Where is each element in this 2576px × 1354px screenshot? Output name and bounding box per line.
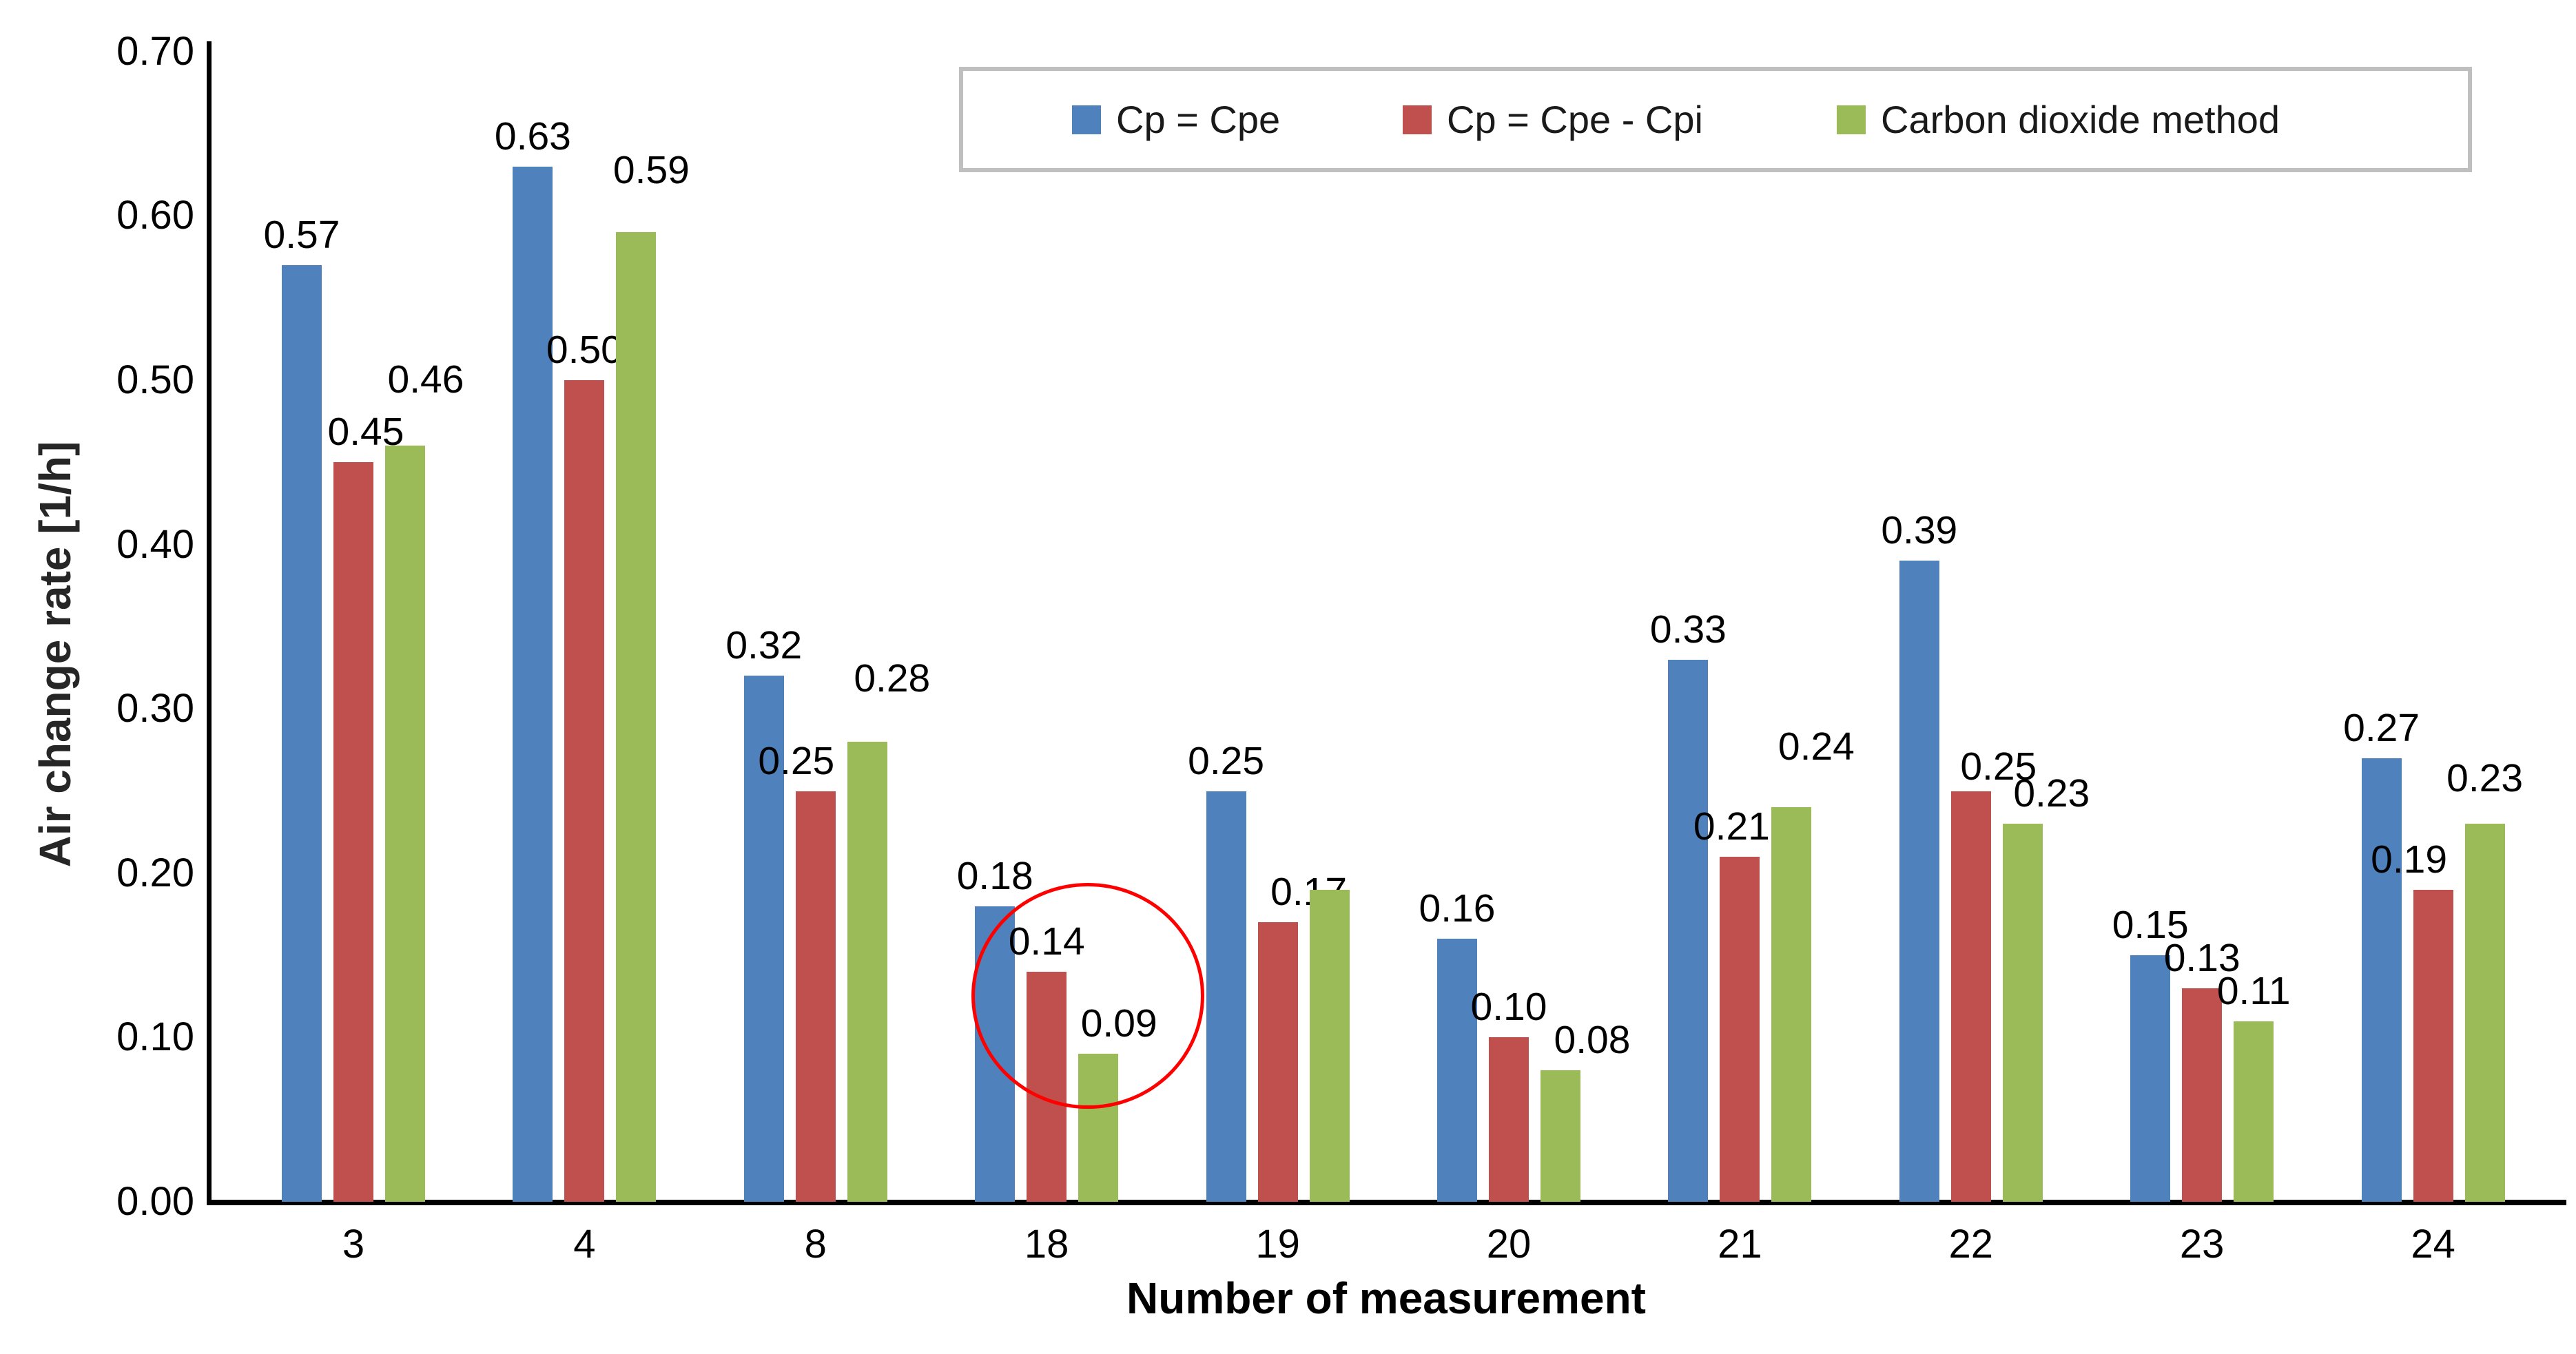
legend-label-co2-method: Carbon dioxide method — [1881, 97, 2280, 141]
bar-cp-cpe-cat-21 — [1668, 659, 1709, 1202]
bar-cp-cpe-cpi-cat-3 — [333, 462, 373, 1202]
bar-cp-cpe-cpi-cat-19 — [1257, 922, 1298, 1202]
y-axis-line — [207, 41, 212, 1205]
bar-label-cp-cpe-cat-18: 0.18 — [956, 853, 1033, 898]
bar-label-cp-cpe-cat-23: 0.15 — [2112, 903, 2189, 948]
x-category-label-20: 20 — [1486, 1222, 1532, 1267]
bar-label-cp-cpe-cat-4: 0.63 — [494, 114, 571, 158]
bar-co2-method-cat-22 — [2002, 824, 2043, 1202]
bar-cp-cpe-cat-3 — [282, 264, 322, 1202]
y-tick-label-0.30: 0.30 — [116, 686, 194, 731]
bar-co2-method-cat-19 — [1309, 889, 1350, 1202]
bar-label-cp-cpe-cpi-cat-20: 0.10 — [1470, 985, 1547, 1030]
y-tick-label-0.10: 0.10 — [116, 1014, 194, 1060]
bar-label-co2-method-cat-23: 0.11 — [2216, 968, 2291, 1013]
bar-label-cp-cpe-cat-22: 0.39 — [1881, 508, 1958, 553]
y-tick-label-0.00: 0.00 — [116, 1179, 194, 1224]
bar-label-cp-cpe-cat-3: 0.57 — [263, 212, 340, 257]
legend-label-cp-cpe-cpi: Cp = Cpe - Cpi — [1447, 97, 1703, 141]
bar-label-cp-cpe-cpi-cat-8: 0.25 — [758, 738, 835, 783]
bar-label-cp-cpe-cpi-cat-21: 0.21 — [1693, 804, 1770, 848]
bar-label-co2-method-cat-4: 0.59 — [612, 148, 690, 193]
legend-swatch-co2-method — [1837, 105, 1866, 134]
bar-label-cp-cpe-cat-20: 0.16 — [1419, 886, 1496, 931]
bar-co2-method-cat-8 — [847, 741, 887, 1202]
bar-label-co2-method-cat-22: 0.23 — [2013, 771, 2090, 816]
legend-entry-cp-cpe: Cp = Cpe — [1072, 71, 1280, 168]
bar-cp-cpe-cpi-cat-20 — [1489, 1037, 1529, 1202]
bar-cp-cpe-cat-4 — [513, 166, 553, 1202]
bar-label-co2-method-cat-21: 0.24 — [1778, 725, 1855, 769]
bar-cp-cpe-cpi-cat-4 — [564, 380, 605, 1202]
bar-label-cp-cpe-cpi-cat-4: 0.50 — [546, 328, 623, 372]
bar-label-cp-cpe-cat-8: 0.32 — [725, 623, 803, 668]
bar-cp-cpe-cat-19 — [1206, 791, 1246, 1202]
bar-co2-method-cat-20 — [1541, 1070, 1580, 1202]
y-tick-label-0.70: 0.70 — [116, 28, 194, 74]
x-category-label-23: 23 — [2179, 1222, 2225, 1267]
bar-label-co2-method-cat-20: 0.08 — [1554, 1018, 1631, 1063]
y-tick-label-0.50: 0.50 — [116, 357, 194, 402]
y-tick-label-0.60: 0.60 — [116, 193, 194, 238]
x-category-label-3: 3 — [342, 1222, 365, 1267]
x-category-label-19: 19 — [1255, 1222, 1300, 1267]
y-axis-title: Air change rate [1/h] — [30, 441, 80, 868]
bar-co2-method-cat-24 — [2464, 824, 2505, 1202]
bar-label-cp-cpe-cpi-cat-3: 0.45 — [327, 410, 404, 455]
bar-cp-cpe-cpi-cat-22 — [1950, 791, 1991, 1202]
y-tick-label-0.20: 0.20 — [116, 850, 194, 895]
bar-co2-method-cat-23 — [2234, 1021, 2274, 1202]
bar-label-cp-cpe-cpi-cat-22: 0.25 — [1960, 744, 2037, 789]
legend: Cp = Cpe Cp = Cpe - Cpi Carbon dioxide met… — [959, 67, 2472, 172]
bar-label-cp-cpe-cpi-cat-24: 0.19 — [2371, 837, 2448, 882]
legend-swatch-cp-cpe-cpi — [1403, 105, 1432, 134]
bar-cp-cpe-cpi-cat-24 — [2413, 889, 2453, 1202]
bar-cp-cpe-cat-20 — [1437, 939, 1477, 1202]
x-category-label-18: 18 — [1024, 1222, 1069, 1267]
bar-cp-cpe-cat-24 — [2361, 758, 2402, 1202]
bar-label-co2-method-cat-8: 0.28 — [854, 656, 931, 700]
bar-label-co2-method-cat-3: 0.46 — [387, 357, 464, 402]
bar-label-cp-cpe-cat-19: 0.25 — [1188, 738, 1265, 783]
y-tick-label-0.40: 0.40 — [116, 521, 194, 567]
bar-label-cp-cpe-cpi-cat-23: 0.13 — [2163, 935, 2240, 980]
bar-co2-method-cat-21 — [1771, 807, 1812, 1202]
legend-entry-co2-method: Carbon dioxide method — [1837, 71, 2280, 168]
x-category-label-24: 24 — [2411, 1222, 2455, 1267]
bar-label-cp-cpe-cat-21: 0.33 — [1649, 607, 1727, 652]
x-category-label-4: 4 — [573, 1222, 596, 1267]
bar-label-co2-method-cat-24: 0.23 — [2446, 756, 2524, 801]
x-category-label-22: 22 — [1948, 1222, 1994, 1267]
x-axis-line — [207, 1200, 2566, 1205]
x-category-label-21: 21 — [1718, 1222, 1762, 1267]
bar-cp-cpe-cat-22 — [1899, 561, 1939, 1202]
bar-cp-cpe-cpi-cat-21 — [1720, 856, 1760, 1202]
legend-entry-cp-cpe-cpi: Cp = Cpe - Cpi — [1403, 71, 1703, 168]
bar-cp-cpe-cpi-cat-8 — [795, 791, 836, 1202]
annotation-ellipse — [971, 883, 1204, 1109]
bar-label-cp-cpe-cat-24: 0.27 — [2343, 705, 2420, 750]
bar-co2-method-cat-4 — [616, 232, 657, 1202]
x-category-label-8: 8 — [804, 1222, 827, 1267]
bar-cp-cpe-cat-8 — [743, 676, 784, 1202]
bar-co2-method-cat-3 — [385, 446, 425, 1202]
bar-cp-cpe-cat-23 — [2130, 955, 2171, 1202]
legend-swatch-cp-cpe — [1072, 105, 1101, 134]
x-axis-title: Number of measurement — [1126, 1273, 1646, 1323]
bar-cp-cpe-cpi-cat-23 — [2182, 988, 2223, 1202]
legend-label-cp-cpe: Cp = Cpe — [1116, 97, 1281, 141]
